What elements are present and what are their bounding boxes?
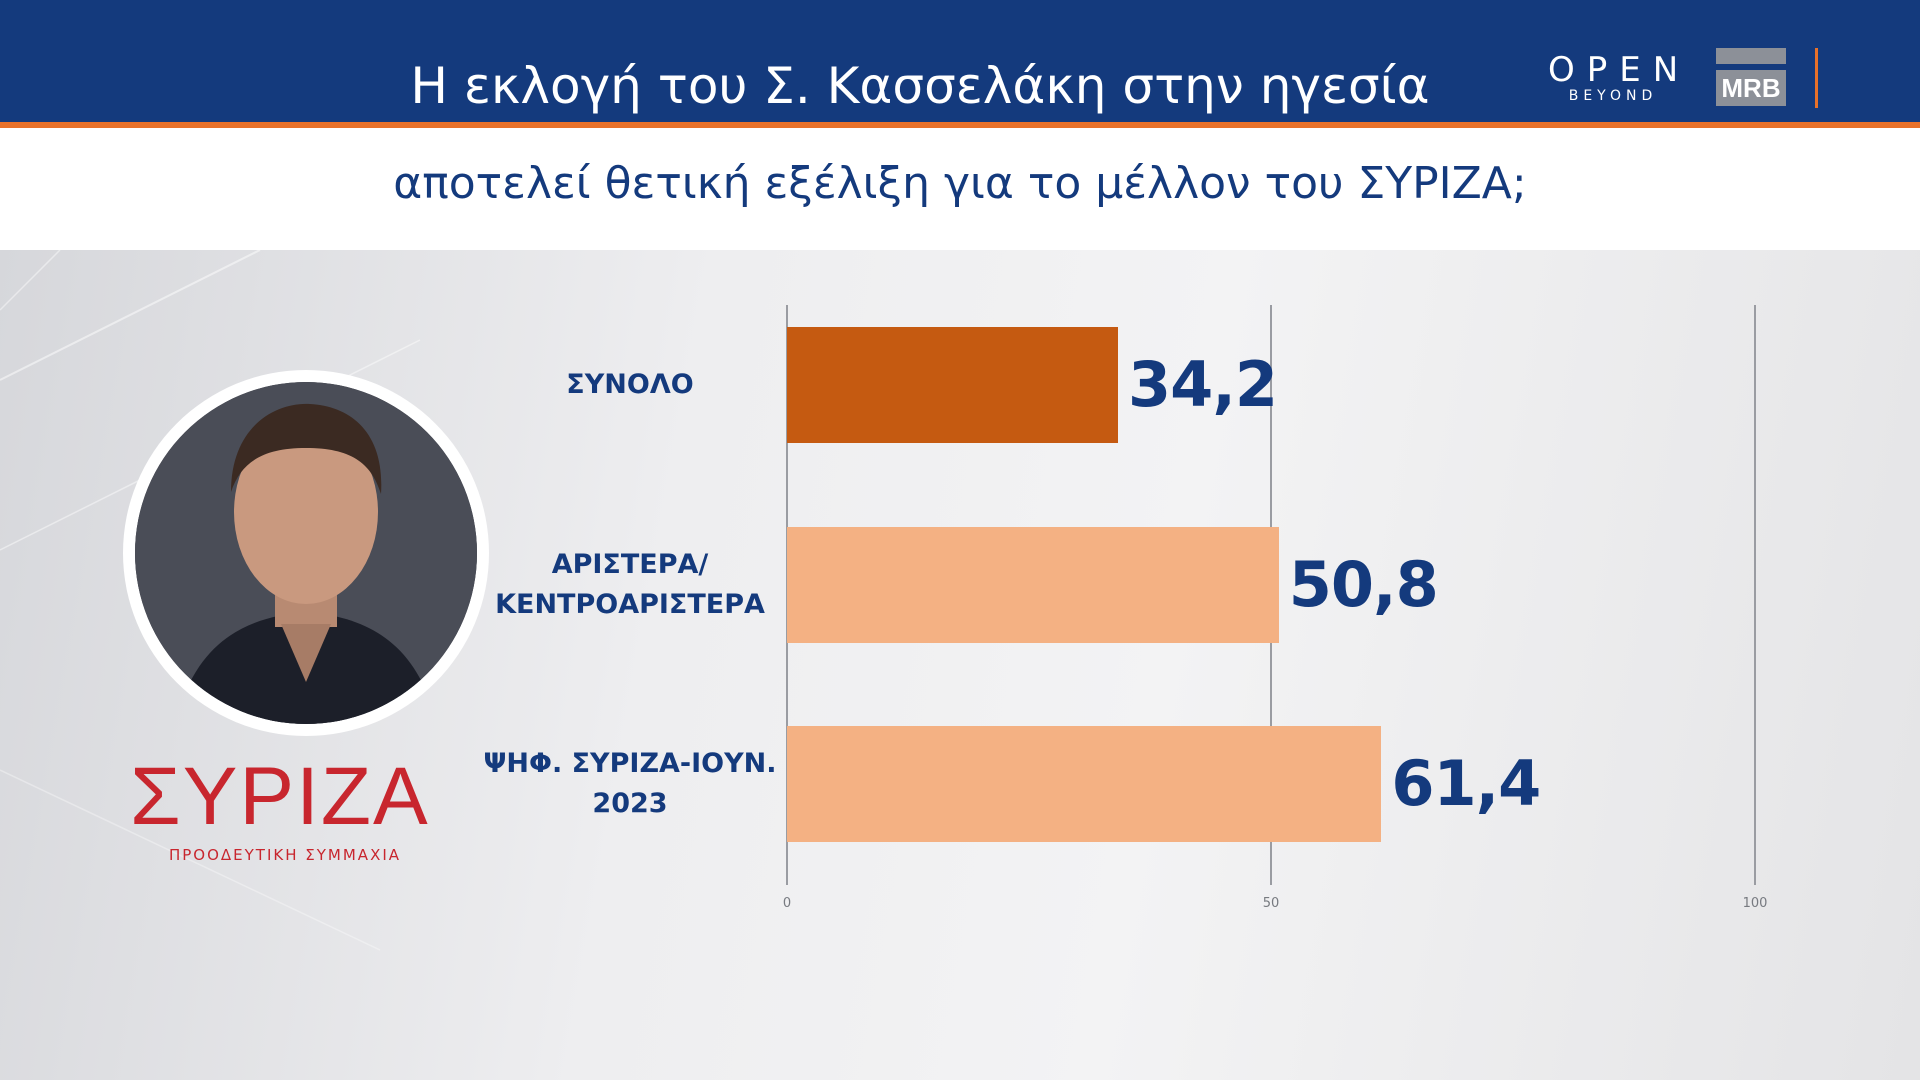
category-label: ΣΥΝΟΛΟ: [460, 365, 800, 405]
bar: [787, 327, 1119, 443]
category-label-line: ΚΕΝΤΡΟΑΡΙΣΤΕΡΑ: [495, 589, 765, 620]
person-silhouette-icon: [135, 382, 477, 724]
category-label: ΑΡΙΣΤΕΡΑ/ΚΕΝΤΡΟΑΡΙΣΤΕΡΑ: [460, 545, 800, 625]
open-logo-sub: BEYOND: [1568, 88, 1658, 104]
mrb-logo-text: MRB: [1716, 70, 1786, 106]
category-label-line: ΨΗΦ. ΣΥΡΙΖΑ-ΙΟΥΝ.: [483, 748, 777, 779]
page-title: Η εκλογή του Σ. Κασσελάκη στην ηγεσία: [410, 57, 1430, 115]
x-tick-label: 100: [1742, 896, 1768, 911]
bar: [787, 726, 1382, 842]
open-logo: OPEN BEYOND: [1548, 52, 1678, 104]
brand-separator: [1815, 48, 1818, 108]
mrb-logo-bar: [1716, 48, 1786, 64]
party-logo-word: ΣΥΡΙΖΑ: [130, 751, 430, 842]
category-label: ΨΗΦ. ΣΥΡΙΖΑ-ΙΟΥΝ. 2023: [460, 744, 800, 824]
data-label: 50,8: [1288, 548, 1439, 621]
gridline-100: [1754, 305, 1756, 885]
category-label-line: 2023: [592, 788, 668, 819]
x-tick-label: 0: [782, 896, 792, 911]
header-accent-line: [0, 122, 1920, 128]
category-label-line: ΣΥΝΟΛΟ: [566, 369, 694, 400]
open-logo-word: OPEN: [1548, 50, 1691, 90]
bar: [787, 527, 1279, 643]
data-label: 34,2: [1128, 348, 1278, 421]
subtitle-bar: [0, 128, 1920, 250]
x-tick-label: 50: [1262, 896, 1280, 911]
party-logo-tagline: ΠΡΟΟΔΕΥΤΙΚΗ ΣΥΜΜΑΧΙΑ: [168, 846, 402, 864]
category-label-line: ΑΡΙΣΤΕΡΑ/: [551, 549, 709, 580]
politician-portrait: [123, 370, 489, 736]
data-label: 61,4: [1391, 747, 1541, 820]
portrait-photo: [135, 382, 477, 724]
page-subtitle: αποτελεί θετική εξέλιξη για το μέλλον το…: [393, 158, 1527, 209]
header-bar: [0, 0, 1920, 124]
mrb-logo: MRB: [1716, 48, 1786, 106]
